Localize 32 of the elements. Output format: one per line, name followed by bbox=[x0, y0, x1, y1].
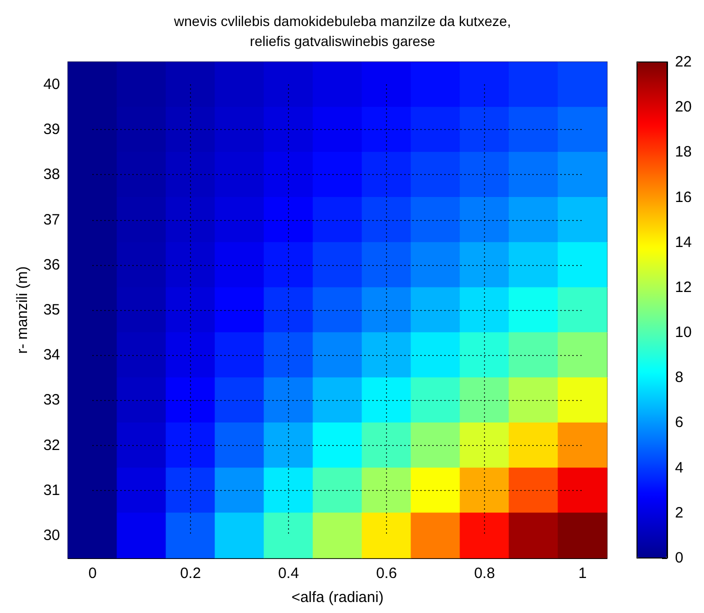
color-bar-label: 22 bbox=[675, 54, 692, 70]
x-tick-label: 0.4 bbox=[278, 565, 299, 582]
y-tick-label: 40 bbox=[43, 76, 60, 94]
color-bar-label: 0 bbox=[675, 550, 684, 566]
x-tick-label: 0.6 bbox=[376, 565, 397, 582]
y-tick-label: 39 bbox=[43, 121, 60, 138]
y-tick-label: 35 bbox=[43, 302, 60, 318]
y-tick-label: 38 bbox=[43, 166, 60, 184]
x-tick-label: 1 bbox=[578, 565, 587, 582]
color-bar-label: 20 bbox=[675, 98, 692, 116]
color-bar-label: 12 bbox=[675, 278, 692, 296]
x-tick-label: 0 bbox=[88, 565, 97, 582]
x-axis-title: <alfa (radiani) bbox=[291, 589, 384, 606]
y-tick-label: 31 bbox=[43, 482, 60, 499]
y-tick-label: 36 bbox=[43, 256, 60, 274]
x-tick-label: 0.8 bbox=[474, 565, 495, 582]
y-tick-label: 33 bbox=[43, 392, 60, 409]
color-bar-label: 6 bbox=[675, 414, 684, 432]
y-tick-label: 30 bbox=[43, 526, 60, 544]
chart-title: wnevis cvlilebis damokidebuleba manzilze da kutxeze, reliefis gatvaliswinebis garese bbox=[173, 13, 511, 49]
y-axis-title: r- manzili (m) bbox=[14, 266, 31, 354]
x-tick-label: 0.2 bbox=[180, 565, 201, 582]
y-tick-label: 34 bbox=[43, 346, 60, 364]
color-bar-label: 4 bbox=[675, 459, 684, 476]
y-tick-label: 32 bbox=[43, 436, 60, 454]
color-bar-label: 2 bbox=[675, 504, 684, 522]
color-bar-label: 14 bbox=[675, 234, 692, 251]
color-bar-label: 18 bbox=[675, 144, 692, 161]
y-tick-label: 37 bbox=[43, 211, 60, 228]
color-bar-label: 8 bbox=[675, 369, 684, 386]
color-bar-label: 16 bbox=[675, 188, 692, 206]
color-bar-label: 10 bbox=[675, 324, 692, 342]
